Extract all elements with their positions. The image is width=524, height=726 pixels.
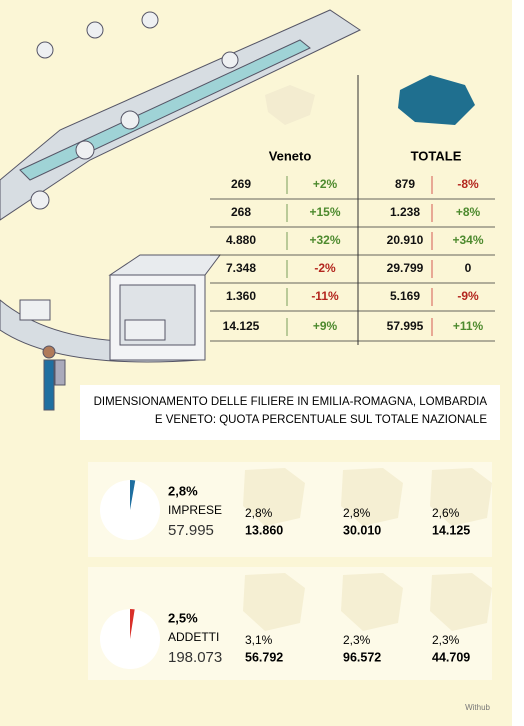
table-cell: -8%	[457, 177, 479, 191]
table-cell: +32%	[309, 233, 340, 247]
region-map	[243, 468, 305, 526]
table-cell: 1.360	[226, 289, 256, 303]
pie-wedge	[130, 480, 136, 510]
region-map	[341, 573, 403, 631]
pie-wedge	[130, 609, 135, 639]
region-share: 2,8%	[245, 506, 273, 520]
caption: E VENETO: QUOTA PERCENTUALE SUL TOTALE N…	[155, 414, 487, 426]
region-count: 13.860	[245, 523, 283, 537]
table-cell: +11%	[453, 319, 484, 333]
share: 2,8%	[168, 483, 198, 498]
total: 57.995	[168, 522, 214, 539]
table-cell: +15%	[309, 205, 340, 219]
table-cell: 879	[395, 177, 415, 191]
caption: DIMENSIONAMENTO DELLE FILIERE IN EMILIA-…	[94, 396, 488, 408]
share: 2,5%	[168, 610, 198, 625]
table-cell: 269	[231, 177, 251, 191]
table-cell: 7.348	[226, 261, 256, 275]
veneto-map	[265, 85, 315, 125]
header: TOTALE	[411, 148, 462, 163]
table-cell: +9%	[313, 319, 338, 333]
region-share: 2,8%	[343, 506, 371, 520]
region-count: 96.572	[343, 650, 381, 664]
table-cell: +2%	[313, 177, 338, 191]
table-cell: 268	[231, 205, 251, 219]
factory-illustration	[0, 9, 362, 411]
total-map	[398, 75, 475, 125]
measure: ADDETTI	[168, 630, 219, 644]
region-map	[341, 468, 403, 526]
region-count: 56.792	[245, 650, 283, 664]
region-map	[430, 468, 492, 526]
edge	[512, 0, 524, 726]
table-cell: +34%	[452, 233, 483, 247]
measure: IMPRESE	[168, 503, 222, 517]
region-map	[243, 573, 305, 631]
table-cell: 4.880	[226, 233, 256, 247]
table-cell: 0	[465, 261, 472, 275]
table-cell: 29.799	[387, 261, 424, 275]
table-cell: -2%	[314, 261, 336, 275]
region-share: 3,1%	[245, 633, 273, 647]
total: 198.073	[168, 649, 222, 666]
region-share: 2,3%	[432, 633, 460, 647]
table-cell: 1.238	[390, 205, 420, 219]
table-cell: 57.995	[387, 319, 424, 333]
table-cell: -11%	[311, 289, 339, 303]
credit: Withub	[465, 703, 490, 712]
region-count: 14.125	[432, 523, 470, 537]
table-cell: -9%	[457, 289, 479, 303]
region-count: 44.709	[432, 650, 470, 664]
region-share: 2,3%	[343, 633, 371, 647]
table-cell: 20.910	[387, 233, 424, 247]
table-cell: 5.169	[390, 289, 420, 303]
header: Veneto	[269, 148, 312, 163]
region-share: 2,6%	[432, 506, 460, 520]
region-map	[430, 573, 492, 631]
caption-band	[80, 385, 500, 440]
table-cell: 14.125	[223, 319, 260, 333]
table-cell: +8%	[456, 205, 481, 219]
region-count: 30.010	[343, 523, 381, 537]
